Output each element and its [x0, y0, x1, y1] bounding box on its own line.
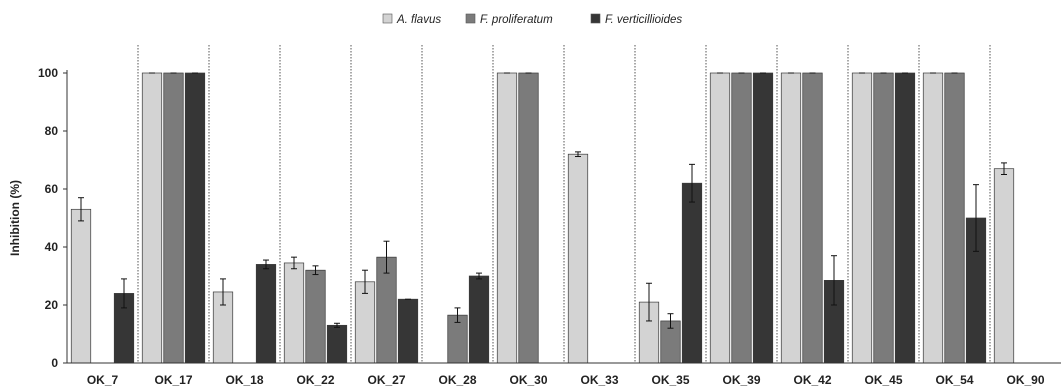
x-tick-label: OK_27	[367, 373, 405, 387]
bars	[70, 72, 1015, 364]
bar	[922, 72, 944, 364]
bar	[163, 72, 184, 364]
y-tick-label: 60	[45, 182, 59, 196]
error-bars	[78, 72, 1007, 329]
legend-swatch	[590, 13, 601, 24]
bar	[496, 72, 518, 364]
bar	[681, 182, 703, 364]
bar	[184, 72, 206, 364]
bar	[255, 264, 277, 364]
bar	[944, 72, 965, 364]
legend-swatch	[465, 13, 476, 24]
bar	[283, 262, 305, 364]
bar	[141, 72, 163, 364]
x-tick-label: OK_35	[651, 373, 689, 387]
bar	[731, 72, 752, 364]
bar	[70, 208, 92, 364]
bar	[894, 72, 916, 364]
x-tick-label: OK_33	[580, 373, 618, 387]
legend-label: A. flavus	[396, 14, 441, 26]
x-tick-label: OK_22	[296, 373, 334, 387]
y-tick-label: 80	[45, 124, 59, 138]
bar	[780, 72, 802, 364]
y-tick-label: 20	[45, 298, 59, 312]
x-tick-label: OK_7	[87, 373, 119, 387]
legend: A. flavus F. proliferatum F. verticillioid…	[382, 13, 682, 26]
x-tick-label: OK_45	[864, 373, 902, 387]
x-tick-label: OK_54	[935, 373, 973, 387]
bar	[802, 72, 823, 364]
x-tick-label: OK_17	[154, 373, 192, 387]
bar	[873, 72, 894, 364]
bar	[709, 72, 731, 364]
bar	[468, 275, 490, 364]
x-axis: OK_7 OK_17 OK_18 OK_22 OK_27 OK_28 OK_30 OK_33 O…	[67, 362, 1061, 387]
x-tick-label: OK_30	[509, 373, 547, 387]
y-tick-label: 40	[45, 240, 59, 254]
bar	[993, 168, 1015, 364]
bar	[305, 269, 326, 364]
legend-label: F. verticillioides	[605, 14, 682, 26]
legend-swatch	[382, 13, 393, 24]
x-tick-label: OK_28	[438, 373, 476, 387]
bar	[354, 281, 376, 364]
x-tick-label: OK_90	[1006, 373, 1044, 387]
y-tick-label: 0	[51, 356, 58, 370]
y-axis-label: Inhibition (%)	[8, 180, 22, 256]
x-tick-label: OK_39	[722, 373, 760, 387]
bar	[752, 72, 774, 364]
bar	[567, 153, 589, 364]
y-tick-label: 100	[38, 66, 58, 80]
bar	[397, 298, 419, 364]
y-axis: 0 20 40 60 80 100	[38, 66, 68, 370]
category-separators	[137, 45, 991, 363]
bar	[326, 324, 348, 364]
bar	[851, 72, 873, 364]
x-tick-label: OK_42	[793, 373, 831, 387]
bar	[518, 72, 539, 364]
x-tick-label: OK_18	[225, 373, 263, 387]
legend-label: F. proliferatum	[480, 14, 553, 26]
